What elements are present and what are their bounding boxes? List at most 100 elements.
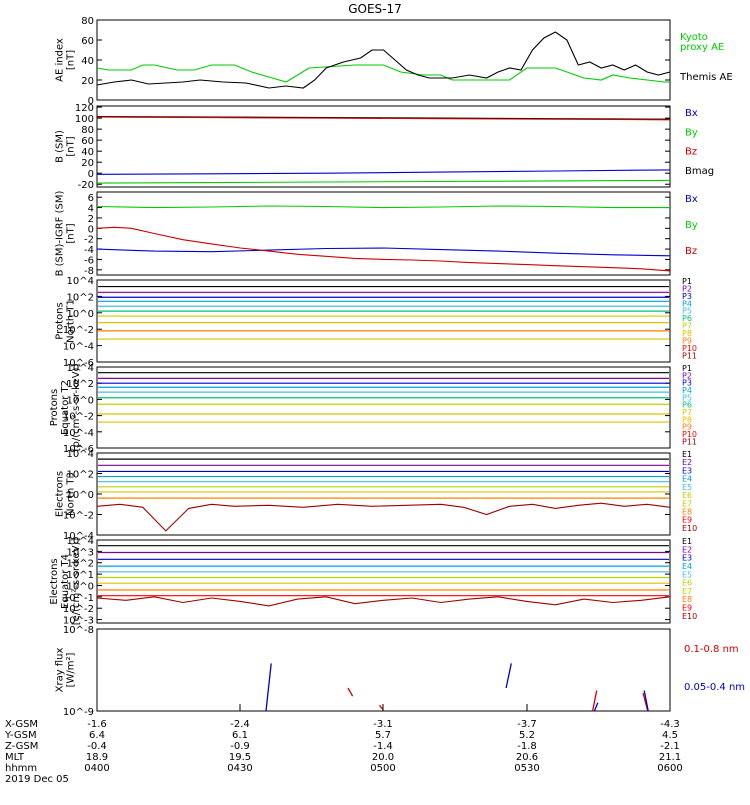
- panel-frame: [96, 628, 671, 712]
- x-axis-value: 21.1: [659, 752, 681, 763]
- legend-entry: E10: [682, 524, 697, 533]
- x-axis-value: 5.7: [375, 730, 391, 741]
- y-tick-label: 10^3: [67, 547, 94, 558]
- legend-entry: Bx: [685, 108, 698, 119]
- x-axis-value: 18.9: [86, 752, 108, 763]
- panel-8: 10^-8 10^-9 Xray flux [W/m²] 0.1-0.8 nm 0.05-…: [55, 625, 746, 718]
- x-axis-value: 20.0: [372, 752, 394, 763]
- y-axis-label: [e/(cm²-s-sr-keV)]: [71, 538, 82, 626]
- x-axis-value: 0600: [657, 763, 682, 774]
- legend-entry: E1: [682, 450, 692, 459]
- y-tick-label: 10^-8: [63, 625, 94, 636]
- series-line: [591, 690, 598, 712]
- y-tick-label: 10^-4: [63, 342, 94, 353]
- legend-entry: P11: [682, 437, 697, 446]
- y-axis-label: Equator T4: [60, 554, 71, 609]
- y-tick-label: 10^4: [67, 276, 94, 287]
- x-axis-value: 0400: [84, 763, 109, 774]
- x-axis-value: -4.3: [660, 719, 680, 730]
- y-axis-label: Protons: [49, 389, 60, 426]
- panel-7: 10^410^310^210^110^010^-110^-210^-3 Elect…: [49, 536, 697, 627]
- series-line: [96, 247, 671, 257]
- y-axis-label: Electrons: [55, 471, 66, 517]
- y-tick-label: 10^-1: [63, 593, 94, 604]
- y-tick-label: 0: [88, 96, 94, 107]
- y-axis-label: Protons: [55, 302, 66, 339]
- series-line: [96, 205, 670, 209]
- y-tick-label: 10^-2: [63, 604, 94, 615]
- y-tick-label: 80: [81, 125, 94, 136]
- y-tick-label: 40: [81, 147, 94, 158]
- y-tick-label: 10^0: [67, 490, 94, 501]
- y-axis-label: Electrons: [49, 558, 60, 604]
- y-tick-label: 10^2: [67, 470, 94, 481]
- series-line: [96, 502, 671, 532]
- legend-entry: P7: [682, 408, 692, 417]
- legend-entry: P1: [682, 364, 692, 373]
- legend-entry: P6: [682, 314, 692, 323]
- x-axis-value: 19.5: [229, 752, 251, 763]
- y-axis-label: [nT]: [66, 136, 77, 156]
- legend-entry: By: [685, 127, 698, 138]
- x-axis-row-label: X-GSM: [5, 719, 38, 730]
- legend-entry: P2: [682, 284, 692, 293]
- x-axis-value: 6.1: [232, 730, 248, 741]
- legend-entry: E7: [682, 499, 692, 508]
- y-tick-label: 10^-4: [63, 531, 94, 542]
- legend-entry: P5: [682, 307, 692, 316]
- y-tick-label: -8: [84, 266, 94, 277]
- x-axis-row-label: Y-GSM: [4, 730, 37, 741]
- panel-6: 10^4 10^2 10^0 10^-2 10^-4 Electrons North T3 E…: [55, 449, 698, 542]
- legend-entry: P4: [682, 386, 692, 395]
- series-line: [593, 702, 599, 712]
- y-tick-label: -2: [84, 235, 94, 246]
- y-tick-label: 20: [81, 158, 94, 169]
- y-tick-label: 20: [81, 76, 94, 87]
- y-tick-label: 120: [75, 103, 94, 114]
- x-axis-value: 0530: [514, 763, 539, 774]
- legend-entry: Kyoto: [680, 32, 708, 43]
- series-line: [96, 116, 671, 121]
- y-axis-label: B (SM): [55, 130, 66, 163]
- y-tick-label: 10^-2: [63, 412, 94, 423]
- y-tick-label: 10^0: [67, 581, 94, 592]
- panel-frame: [96, 279, 671, 363]
- x-axis-row-label: MLT: [5, 752, 25, 763]
- date-label: 2019 Dec 05: [5, 774, 69, 785]
- x-axis-value: -1.6: [87, 719, 107, 730]
- x-axis-value: -2.4: [230, 719, 250, 730]
- legend-entry: E3: [682, 554, 692, 563]
- series-line: [642, 692, 649, 712]
- legend-entry: E8: [682, 595, 692, 604]
- y-tick-label: 10^-3: [63, 616, 94, 627]
- y-tick-label: 80: [81, 16, 94, 27]
- legend-entry: Themis AE: [679, 72, 733, 83]
- series-line: [96, 179, 671, 184]
- panel-frame: [96, 19, 671, 101]
- y-tick-label: -20: [78, 180, 94, 191]
- series-line: [378, 704, 384, 710]
- x-axis-value: 0500: [370, 763, 395, 774]
- x-axis-value: -1.4: [373, 741, 393, 752]
- plot-title: GOES-17: [348, 2, 402, 16]
- legend-entry: E6: [682, 579, 692, 588]
- series-line: [96, 226, 671, 272]
- y-tick-label: 10^4: [67, 536, 94, 547]
- y-tick-label: 10^4: [67, 449, 94, 460]
- y-axis-label: [nT]: [66, 50, 77, 70]
- y-tick-label: 10^2: [67, 292, 94, 303]
- series-line: [265, 663, 272, 712]
- x-axis-value: -2.1: [660, 741, 680, 752]
- legend-entry: E5: [682, 483, 692, 492]
- y-tick-label: 10^0: [67, 395, 94, 406]
- legend-entry: E8: [682, 507, 692, 516]
- legend-entry: E7: [682, 587, 692, 596]
- series-line: [96, 64, 670, 83]
- y-tick-label: 2: [88, 214, 94, 225]
- legend-entry: 0.05-0.4 nm: [684, 682, 745, 693]
- y-axis-label: AE index: [55, 38, 66, 82]
- legend-entry: P8: [682, 415, 692, 424]
